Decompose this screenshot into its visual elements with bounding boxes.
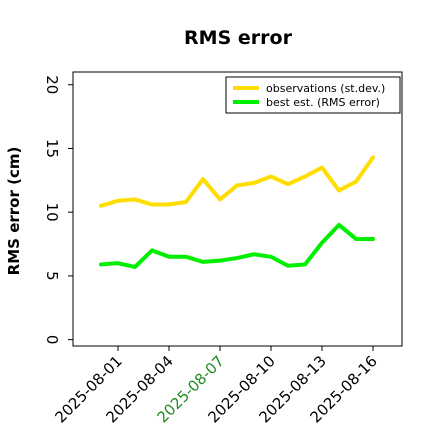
series-line-1 — [99, 155, 375, 208]
y-tick-label: 5 — [43, 271, 61, 281]
chart-title: RMS error — [184, 27, 293, 49]
y-axis-label: RMS error (cm) — [5, 147, 23, 276]
plot-frame — [72, 71, 403, 347]
plot-area: 051015202025-08-012025-08-042025-08-0720… — [43, 71, 403, 426]
y-tick-label: 20 — [43, 75, 61, 94]
legend-box — [225, 76, 401, 114]
y-tick-label: 0 — [43, 335, 61, 345]
y-tick-label: 10 — [43, 203, 61, 222]
legend-label-2: best est. (RMS error) — [266, 96, 380, 109]
legend-label-1: observations (st.dev.) — [266, 82, 385, 95]
series-line-2 — [99, 222, 375, 269]
y-tick-label: 15 — [43, 139, 61, 158]
